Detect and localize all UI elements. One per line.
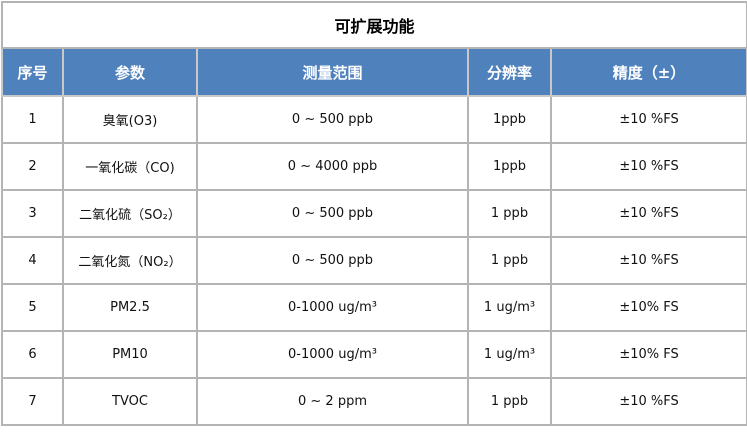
cell-index: 7 xyxy=(1,377,64,426)
cell-range: 0 ~ 4000 ppb xyxy=(196,142,469,191)
col-header-accuracy: 精度（±） xyxy=(549,47,747,97)
cell-resolution: 1 ppb xyxy=(467,189,552,238)
cell-parameter: PM10 xyxy=(62,330,198,379)
cell-accuracy: ±10 %FS xyxy=(549,189,747,238)
col-header-parameter: 参数 xyxy=(62,47,198,97)
table-row: 4 二氧化氮（NO₂） 0 ~ 500 ppb 1 ppb ±10 %FS xyxy=(1,236,747,285)
cell-parameter: 二氧化氮（NO₂） xyxy=(62,236,198,285)
cell-range: 0 ~ 500 ppb xyxy=(196,95,469,144)
cell-resolution: 1 ppb xyxy=(467,377,552,426)
cell-range: 0-1000 ug/m³ xyxy=(196,283,469,332)
cell-accuracy: ±10% FS xyxy=(549,283,747,332)
table-row: 3 二氧化硫（SO₂） 0 ~ 500 ppb 1 ppb ±10 %FS xyxy=(1,189,747,238)
table-row: 7 TVOC 0 ~ 2 ppm 1 ppb ±10 %FS xyxy=(1,377,747,426)
cell-accuracy: ±10% FS xyxy=(549,330,747,379)
cell-parameter: 二氧化硫（SO₂） xyxy=(62,189,198,238)
cell-range: 0-1000 ug/m³ xyxy=(196,330,469,379)
cell-parameter: 一氧化碳（CO) xyxy=(62,142,198,191)
cell-range: 0 ~ 500 ppb xyxy=(196,236,469,285)
col-header-index: 序号 xyxy=(1,47,64,97)
col-header-resolution: 分辨率 xyxy=(467,47,552,97)
cell-range: 0 ~ 2 ppm xyxy=(196,377,469,426)
cell-index: 3 xyxy=(1,189,64,238)
cell-accuracy: ±10 %FS xyxy=(549,236,747,285)
spec-table: 可扩展功能 序号 参数 测量范围 分辨率 精度（±） 1 臭氧(O3) 0 ~ 50… xyxy=(0,1,747,426)
cell-resolution: 1ppb xyxy=(467,95,552,144)
header-row: 序号 参数 测量范围 分辨率 精度（±） xyxy=(1,47,747,97)
cell-accuracy: ±10 %FS xyxy=(549,142,747,191)
table-row: 2 一氧化碳（CO) 0 ~ 4000 ppb 1ppb ±10 %FS xyxy=(1,142,747,191)
cell-accuracy: ±10 %FS xyxy=(549,377,747,426)
cell-index: 6 xyxy=(1,330,64,379)
table-row: 5 PM2.5 0-1000 ug/m³ 1 ug/m³ ±10% FS xyxy=(1,283,747,332)
cell-resolution: 1 ppb xyxy=(467,236,552,285)
cell-index: 5 xyxy=(1,283,64,332)
cell-range: 0 ~ 500 ppb xyxy=(196,189,469,238)
col-header-range: 测量范围 xyxy=(196,47,469,97)
cell-index: 2 xyxy=(1,142,64,191)
cell-resolution: 1 ug/m³ xyxy=(467,330,552,379)
cell-parameter: 臭氧(O3) xyxy=(62,95,198,144)
table-title-row: 可扩展功能 xyxy=(0,1,747,49)
cell-resolution: 1 ug/m³ xyxy=(467,283,552,332)
table-row: 1 臭氧(O3) 0 ~ 500 ppb 1ppb ±10 %FS xyxy=(1,95,747,144)
cell-resolution: 1ppb xyxy=(467,142,552,191)
cell-index: 1 xyxy=(1,95,64,144)
table-title: 可扩展功能 xyxy=(0,1,747,49)
table-row: 6 PM10 0-1000 ug/m³ 1 ug/m³ ±10% FS xyxy=(1,330,747,379)
cell-parameter: TVOC xyxy=(62,377,198,426)
cell-accuracy: ±10 %FS xyxy=(549,95,747,144)
cell-index: 4 xyxy=(1,236,64,285)
cell-parameter: PM2.5 xyxy=(62,283,198,332)
